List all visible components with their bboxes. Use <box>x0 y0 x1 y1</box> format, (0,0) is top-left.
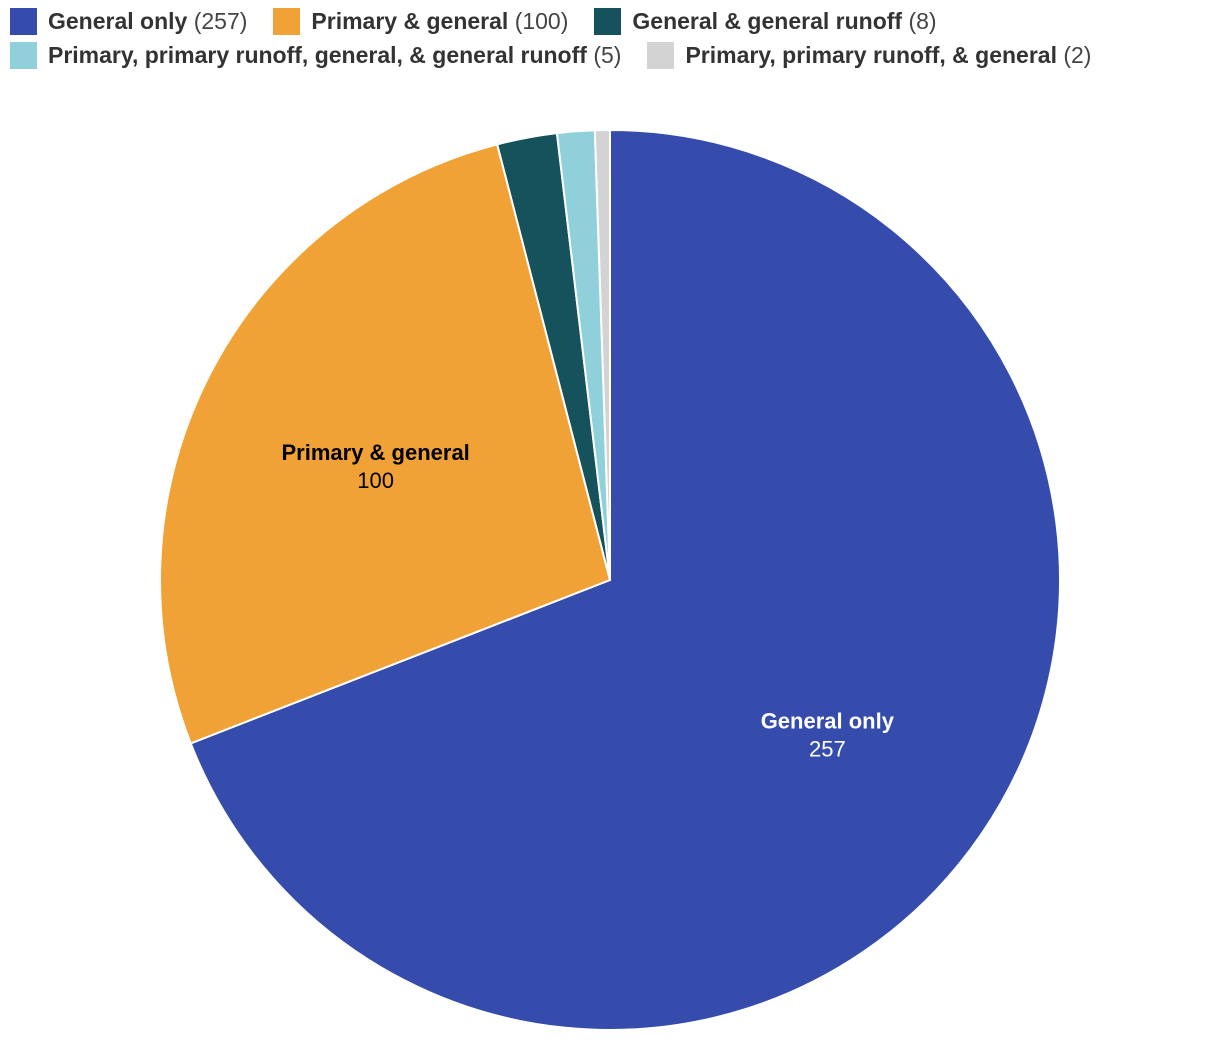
legend-item-primary-general: Primary & general (100) <box>273 6 568 36</box>
data-label-general-only: General only 257 <box>761 709 895 762</box>
legend-swatch-general-general-runoff <box>594 7 622 35</box>
legend-count: (2) <box>1063 41 1092 68</box>
legend-label: Primary, primary runoff, general, & gene… <box>48 42 621 69</box>
data-label-name: Primary & general <box>281 440 469 465</box>
legend-count: (100) <box>514 7 569 34</box>
legend-count: (5) <box>593 41 622 68</box>
legend-count: (8) <box>908 7 937 34</box>
data-label-primary-general: Primary & general 100 <box>281 440 469 493</box>
data-label-value: 100 <box>357 468 394 493</box>
legend-item-general-only: General only (257) <box>10 6 247 36</box>
legend-label: General & general runoff (8) <box>632 8 936 35</box>
legend-name: Primary & general <box>311 7 509 34</box>
legend-label: General only (257) <box>48 8 247 35</box>
pie-slice-primary-general <box>159 143 612 745</box>
legend-count: (257) <box>193 7 248 34</box>
legend-label: Primary, primary runoff, & general (2) <box>685 42 1091 69</box>
legend-swatch-primary-primary-runoff-general <box>647 41 675 69</box>
legend-item-general-general-runoff: General & general runoff (8) <box>594 6 937 36</box>
legend-name: General & general runoff <box>632 7 903 34</box>
legend-name: General only <box>48 7 188 34</box>
pie-slice-general-only <box>189 128 1061 1031</box>
chart-legend: General only (257) Primary & general (10… <box>10 6 1190 70</box>
legend-swatch-primary-primary-runoff-general-general-runoff <box>10 41 37 69</box>
data-label-name: General only <box>761 709 895 734</box>
pie-slice-primary-primary-runoff-general <box>593 128 611 581</box>
legend-name: Primary, primary runoff, general, & gene… <box>48 41 587 68</box>
legend-name: Primary, primary runoff, & general <box>685 41 1057 68</box>
legend-item-primary-primary-runoff-general-general-runoff: Primary, primary runoff, general, & gene… <box>10 40 621 70</box>
data-label-value: 257 <box>809 737 846 762</box>
legend-label: Primary & general (100) <box>311 8 568 35</box>
legend-item-primary-primary-runoff-general: Primary, primary runoff, & general (2) <box>647 40 1091 70</box>
legend-swatch-general-only <box>10 7 37 35</box>
legend-swatch-primary-general <box>273 7 301 35</box>
